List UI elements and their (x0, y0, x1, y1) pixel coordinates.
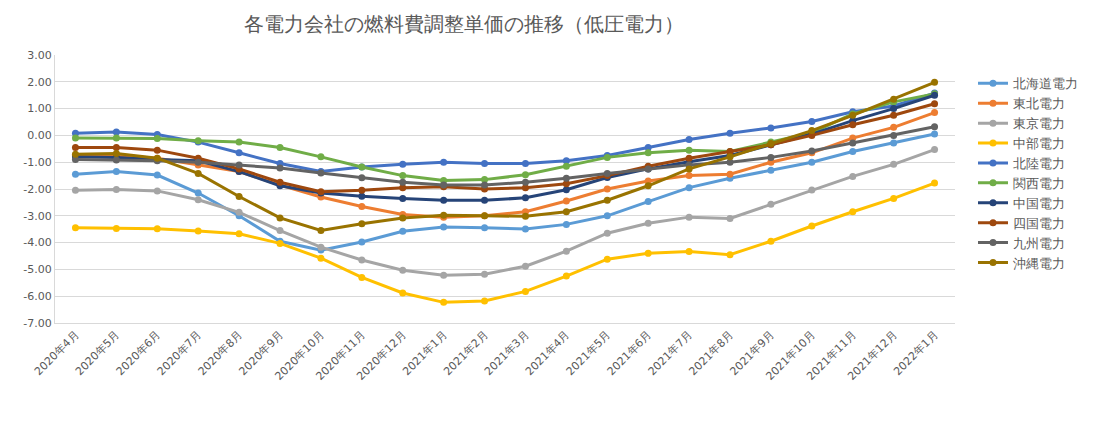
svg-text:2021年9月: 2021年9月 (727, 329, 776, 378)
svg-text:2021年2月: 2021年2月 (441, 329, 490, 378)
svg-text:-2.00: -2.00 (23, 183, 51, 196)
svg-text:中部電力: 中部電力 (1013, 136, 1065, 151)
svg-text:-1.00: -1.00 (23, 156, 51, 169)
svg-text:東京電力: 東京電力 (1013, 116, 1065, 131)
svg-text:北陸電力: 北陸電力 (1013, 156, 1065, 171)
svg-text:2.00: 2.00 (27, 76, 52, 89)
svg-text:-3.00: -3.00 (23, 210, 51, 223)
svg-text:関西電力: 関西電力 (1013, 176, 1065, 191)
svg-text:北海道電力: 北海道電力 (1013, 76, 1078, 91)
svg-text:沖縄電力: 沖縄電力 (1013, 256, 1065, 271)
svg-text:3.00: 3.00 (27, 49, 52, 62)
svg-text:2022年1月: 2022年1月 (891, 329, 940, 378)
svg-text:-5.00: -5.00 (23, 263, 51, 276)
svg-text:-4.00: -4.00 (23, 236, 51, 249)
svg-text:1.00: 1.00 (27, 102, 52, 115)
svg-text:東北電力: 東北電力 (1013, 96, 1065, 111)
svg-text:2020年11月: 2020年11月 (313, 329, 367, 383)
svg-text:四国電力: 四国電力 (1013, 216, 1065, 231)
svg-text:0.00: 0.00 (27, 129, 52, 142)
svg-text:2020年4月: 2020年4月 (32, 329, 81, 378)
svg-text:-6.00: -6.00 (23, 290, 51, 303)
svg-text:2021年11月: 2021年11月 (804, 329, 858, 383)
svg-text:2021年8月: 2021年8月 (687, 329, 736, 378)
svg-text:2021年6月: 2021年6月 (605, 329, 654, 378)
svg-text:2021年1月: 2021年1月 (400, 329, 449, 378)
svg-text:2020年12月: 2020年12月 (354, 329, 408, 383)
svg-text:2020年6月: 2020年6月 (114, 329, 163, 378)
svg-text:2021年12月: 2021年12月 (845, 329, 899, 383)
svg-text:2020年10月: 2020年10月 (272, 329, 326, 383)
svg-text:2021年5月: 2021年5月 (564, 329, 613, 378)
svg-text:各電力会社の燃料費調整単価の推移（低圧電力）: 各電力会社の燃料費調整単価の推移（低圧電力） (244, 12, 684, 36)
svg-text:2020年9月: 2020年9月 (237, 329, 286, 378)
svg-text:-7.00: -7.00 (23, 317, 51, 330)
svg-text:2021年4月: 2021年4月 (523, 329, 572, 378)
svg-text:中国電力: 中国電力 (1013, 196, 1065, 211)
svg-text:2020年8月: 2020年8月 (196, 329, 245, 378)
svg-text:2020年5月: 2020年5月 (73, 329, 122, 378)
svg-text:2021年3月: 2021年3月 (482, 329, 531, 378)
svg-text:2020年7月: 2020年7月 (155, 329, 204, 378)
svg-text:2021年10月: 2021年10月 (763, 329, 817, 383)
svg-text:2021年7月: 2021年7月 (646, 329, 695, 378)
svg-text:九州電力: 九州電力 (1013, 236, 1065, 251)
